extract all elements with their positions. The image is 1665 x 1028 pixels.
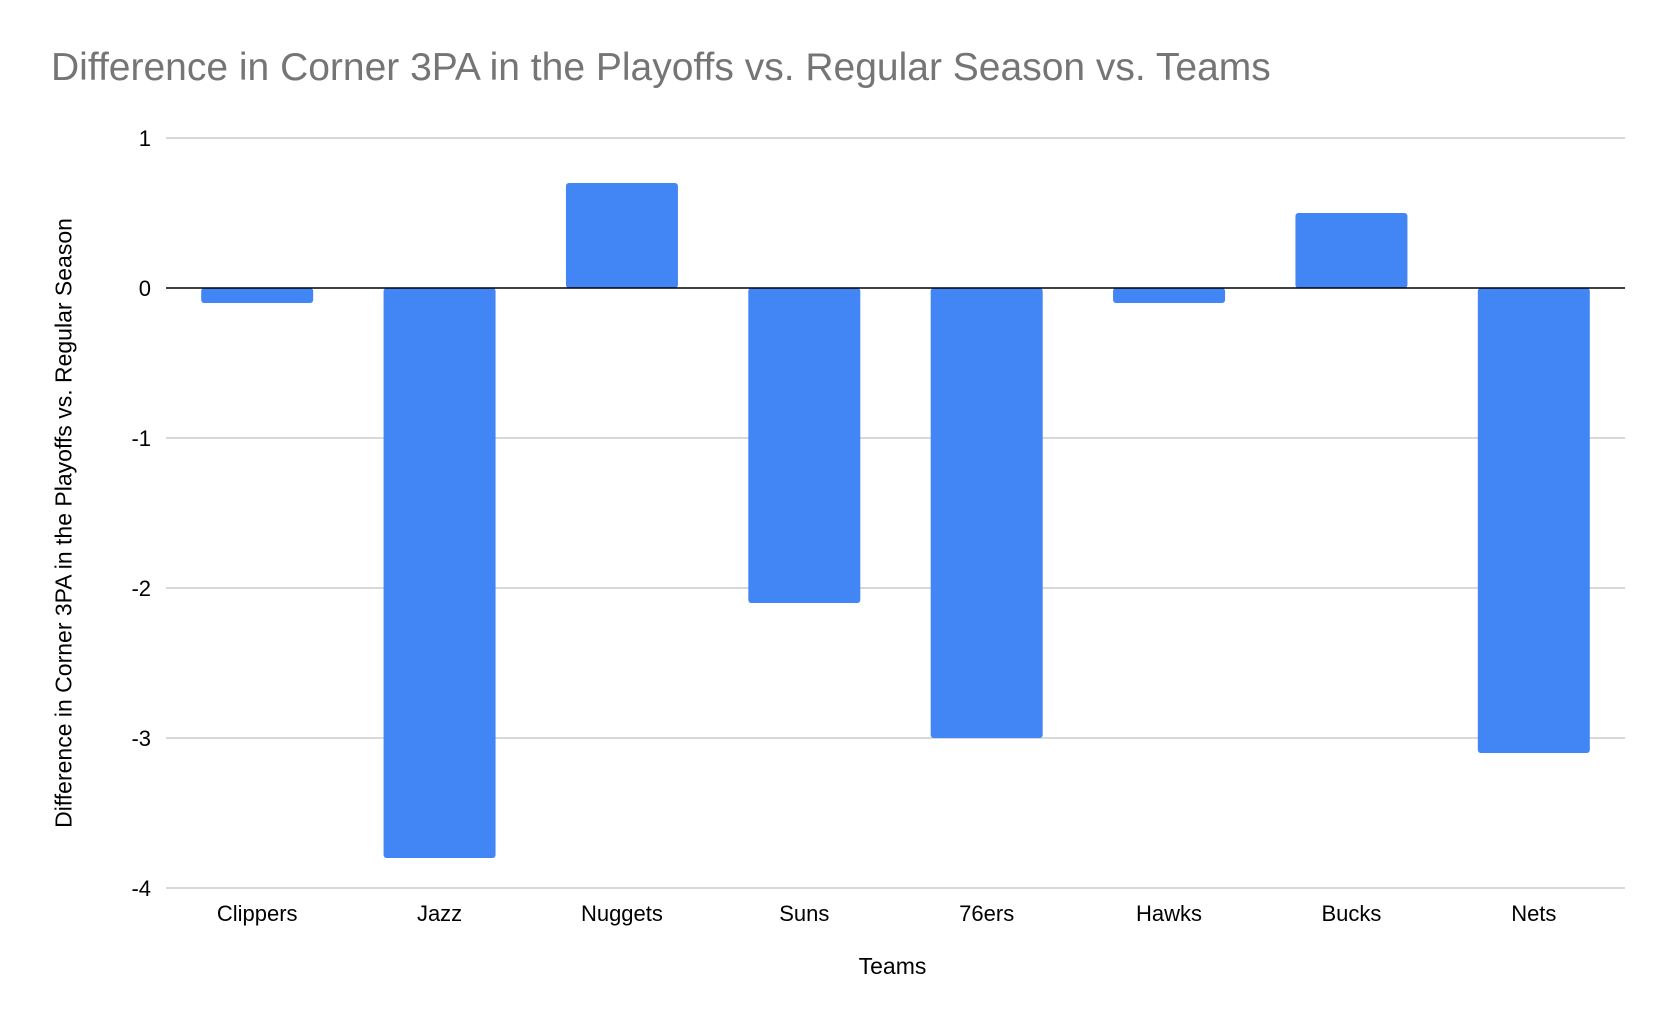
- chart-title: Difference in Corner 3PA in the Playoffs…: [51, 46, 1271, 89]
- bar-jazz: [383, 288, 496, 858]
- bar-76ers: [930, 288, 1043, 738]
- x-axis-title: Teams: [858, 953, 927, 979]
- y-tick-label: 1: [139, 126, 151, 151]
- bar-hawks: [1113, 288, 1226, 303]
- bar-nuggets: [565, 183, 678, 288]
- y-axis-title: Difference in Corner 3PA in the Playoffs…: [50, 218, 77, 828]
- x-tick-label: Hawks: [1136, 901, 1202, 926]
- y-tick-label: -3: [131, 726, 151, 751]
- y-tick-label: 0: [139, 276, 151, 301]
- bar-clippers: [201, 288, 314, 303]
- y-tick-label: -1: [131, 426, 151, 451]
- bar-bucks: [1295, 213, 1408, 288]
- x-tick-label: Jazz: [417, 901, 462, 926]
- x-tick-label: Bucks: [1321, 901, 1381, 926]
- bar-suns: [748, 288, 861, 603]
- x-tick-label: Clippers: [217, 901, 298, 926]
- x-tick-label: Nets: [1511, 901, 1556, 926]
- y-tick-label: -4: [131, 876, 151, 901]
- x-tick-label: 76ers: [959, 901, 1014, 926]
- bar-nets: [1477, 288, 1590, 753]
- x-tick-label: Suns: [779, 901, 829, 926]
- x-tick-label: Nuggets: [581, 901, 663, 926]
- y-tick-label: -2: [131, 576, 151, 601]
